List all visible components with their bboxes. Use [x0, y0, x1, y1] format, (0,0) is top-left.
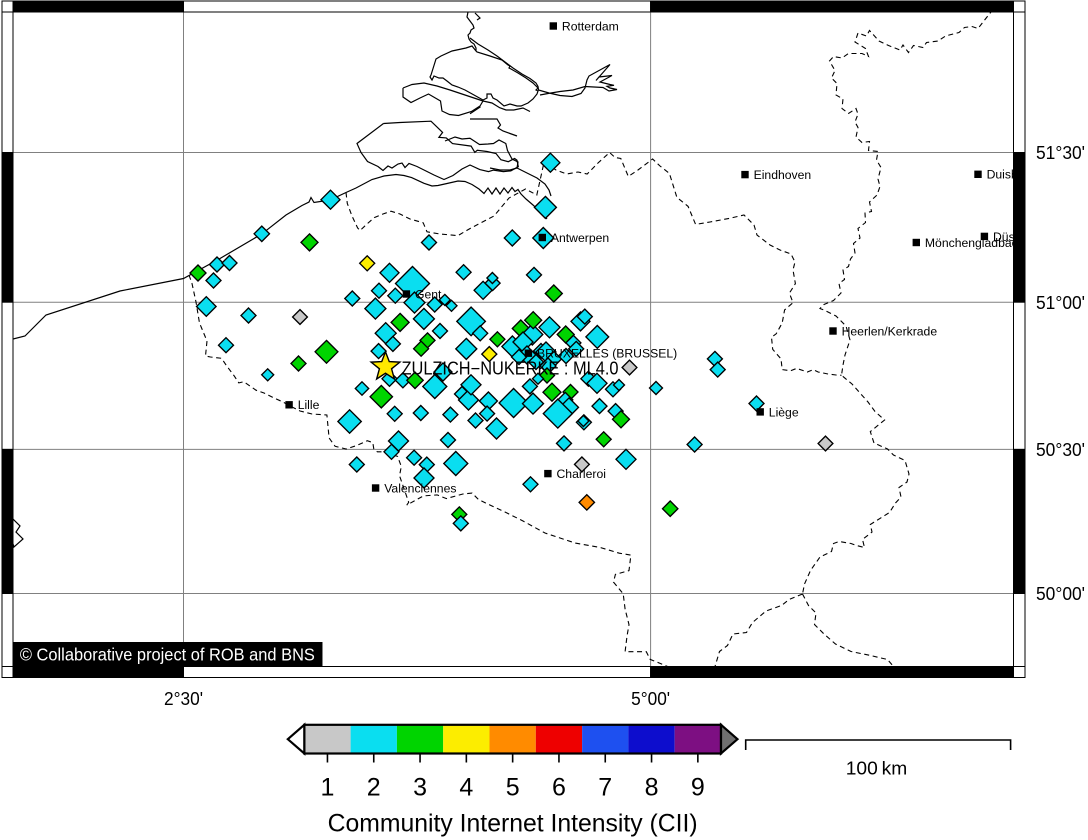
svg-text:Gent: Gent [415, 287, 442, 301]
svg-text:Düsseldorf: Düsseldorf [993, 230, 1052, 244]
svg-text:© Collaborative project of ROB: © Collaborative project of ROB and BNS [20, 645, 315, 665]
svg-text:50°00': 50°00' [1036, 583, 1085, 604]
svg-text:Antwerpen: Antwerpen [551, 231, 609, 245]
svg-text:4: 4 [459, 774, 473, 802]
svg-text:51°30': 51°30' [1036, 142, 1085, 163]
svg-text:2°30': 2°30' [164, 688, 203, 709]
svg-text:6: 6 [552, 774, 566, 802]
svg-text:BRUXELLES (BRUSSEL): BRUXELLES (BRUSSEL) [537, 347, 677, 361]
svg-text:1: 1 [320, 774, 334, 802]
svg-text:Lille: Lille [298, 398, 320, 412]
svg-text:5: 5 [506, 774, 520, 802]
svg-text:8: 8 [645, 774, 659, 802]
svg-text:3: 3 [413, 774, 427, 802]
svg-text:7: 7 [598, 774, 612, 802]
svg-text:Duisburg: Duisburg [987, 168, 1036, 182]
svg-text:Charleroi: Charleroi [557, 467, 606, 481]
svg-text:Rotterdam: Rotterdam [562, 19, 619, 33]
svg-text:Heerlen/Kerkrade: Heerlen/Kerkrade [842, 324, 938, 338]
svg-text:5°00': 5°00' [631, 688, 670, 709]
svg-text:2: 2 [367, 774, 381, 802]
svg-text:100 km: 100 km [846, 759, 908, 779]
svg-text:Valenciennes: Valenciennes [384, 481, 456, 495]
svg-text:Liège: Liège [769, 405, 799, 419]
svg-text:ZULZICH−NUKERKE : ML4.0: ZULZICH−NUKERKE : ML4.0 [402, 358, 619, 378]
svg-text:50°30': 50°30' [1036, 439, 1085, 460]
svg-text:51°00': 51°00' [1036, 292, 1085, 313]
svg-text:Mönchengladbach: Mönchengladbach [925, 236, 1025, 250]
svg-text:Community Internet Intensity (: Community Internet Intensity (CII) [328, 810, 698, 838]
svg-text:9: 9 [691, 774, 705, 802]
svg-text:Eindhoven: Eindhoven [754, 168, 812, 182]
